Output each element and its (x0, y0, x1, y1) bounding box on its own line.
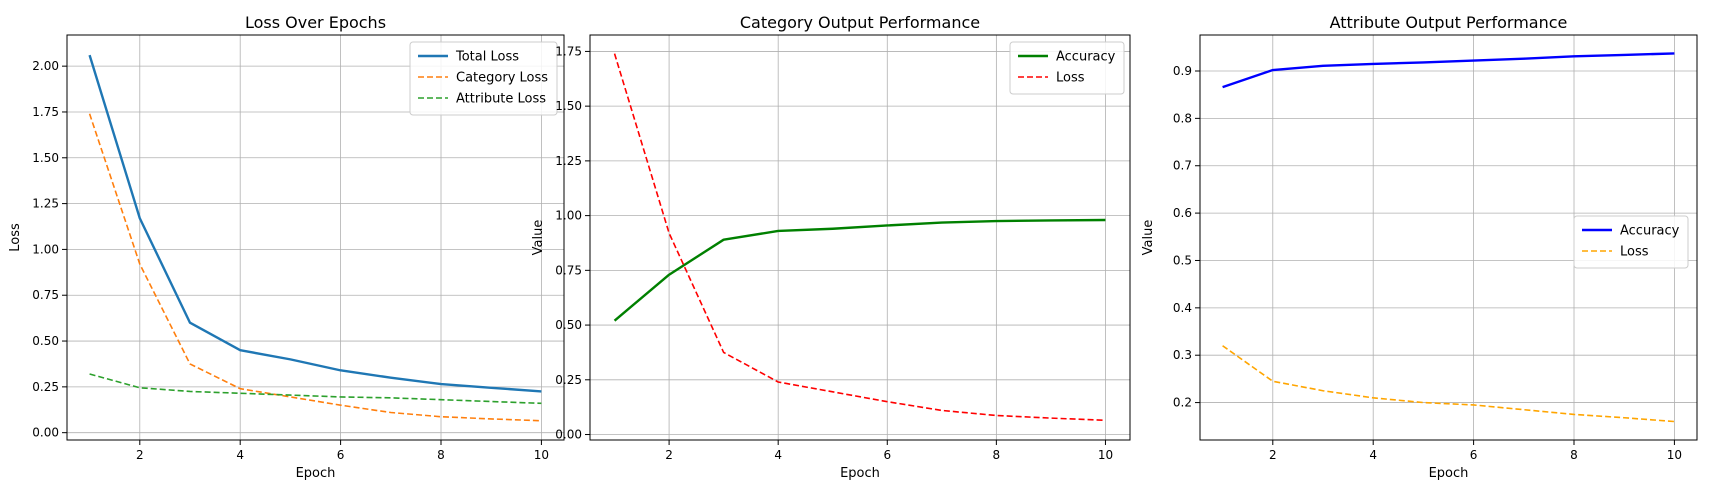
y-tick-label: 0.4 (1173, 301, 1192, 315)
x-tick-label: 6 (1470, 448, 1478, 462)
x-tick-label: 2 (1269, 448, 1277, 462)
plot-frame (589, 34, 1131, 441)
y-tick-label: 0.50 (32, 334, 59, 348)
y-tick-label: 0.50 (555, 318, 582, 332)
chart-title: Category Output Performance (740, 13, 980, 32)
series-line-1 (1222, 52, 1675, 89)
series-line-1 (88, 54, 542, 393)
legend-label: Category Loss (456, 71, 548, 86)
chart-title: Attribute Output Performance (1330, 13, 1568, 32)
legend-box (409, 41, 558, 116)
y-tick-label: 0.75 (32, 288, 59, 302)
y-axis-label: Value (1141, 220, 1156, 256)
x-tick-label: 2 (665, 448, 673, 462)
y-tick-label: 1.50 (32, 151, 59, 165)
y-tick-label: 0.3 (1173, 348, 1192, 362)
plot-frame (1199, 34, 1698, 441)
y-tick-label: 0.6 (1173, 206, 1192, 220)
y-tick-label: 0.25 (555, 373, 582, 387)
y-tick-label: 0.5 (1173, 253, 1192, 267)
legend-label: Attribute Loss (456, 92, 546, 107)
y-tick-label: 0.8 (1173, 111, 1192, 125)
x-tick-label: 8 (1570, 448, 1578, 462)
y-tick-label: 0.00 (555, 428, 582, 442)
y-tick-label: 1.00 (555, 209, 582, 223)
x-tick-label: 6 (883, 448, 891, 462)
x-tick-label: 10 (1667, 448, 1682, 462)
y-tick-label: 0.9 (1173, 64, 1192, 78)
chart-3: 2 4 6 8 10 0.2 0.3 0.4 0.5 0.6 0.7 0.8 0.9 Attribute … (1141, 13, 1698, 481)
legend-label: Loss (1056, 71, 1085, 86)
y-tick-label: 0.7 (1173, 159, 1192, 173)
x-tick-label: 4 (1369, 448, 1377, 462)
y-tick-label: 0.25 (32, 380, 59, 394)
series-line-2 (88, 113, 542, 422)
x-tick-label: 8 (437, 448, 445, 462)
series-line-3 (89, 373, 542, 405)
legend: Total Loss Category Loss Attribute Loss (409, 41, 558, 116)
y-axis-label: Value (531, 220, 546, 256)
y-tick-label: 0.2 (1173, 396, 1192, 410)
legend-label: Total Loss (455, 50, 519, 65)
series-line-2 (1222, 345, 1675, 423)
x-axis-label: Epoch (1429, 466, 1469, 481)
legend: Accuracy Loss (1573, 215, 1689, 269)
x-axis-label: Epoch (296, 466, 336, 481)
legend-label: Accuracy (1620, 224, 1680, 239)
chart-2: 2 4 6 8 10 0.00 0.25 0.50 0.75 1.00 1.25 1.50 1.75 Ca… (531, 13, 1131, 481)
x-tick-label: 10 (534, 448, 549, 462)
y-tick-label: 1.75 (555, 44, 582, 58)
y-tick-label: 1.00 (32, 242, 59, 256)
y-tick-label: 1.25 (32, 197, 59, 211)
legend-label: Loss (1620, 245, 1649, 260)
x-tick-label: 4 (236, 448, 244, 462)
y-tick-label: 1.25 (555, 154, 582, 168)
chart-1: 2 4 6 8 10 0.00 0.25 0.50 0.75 1.00 1.25 1.50 1.75 2.… (8, 13, 565, 481)
series-line-1 (613, 218, 1106, 322)
series-line-2 (613, 53, 1106, 422)
x-axis-label: Epoch (840, 466, 880, 481)
y-tick-label: 2.00 (32, 59, 59, 73)
y-tick-label: 0.00 (32, 426, 59, 440)
x-tick-label: 10 (1098, 448, 1113, 462)
y-tick-label: 1.50 (555, 99, 582, 113)
plot-frame (66, 34, 565, 441)
x-tick-label: 6 (337, 448, 345, 462)
chart-title: Loss Over Epochs (245, 13, 386, 32)
y-tick-label: 0.75 (555, 263, 582, 277)
x-tick-label: 4 (774, 448, 782, 462)
x-tick-label: 8 (993, 448, 1001, 462)
legend: Accuracy Loss (1009, 41, 1125, 95)
y-tick-label: 1.75 (32, 105, 59, 119)
x-tick-label: 2 (136, 448, 144, 462)
legend-label: Accuracy (1056, 50, 1116, 65)
y-axis-label: Loss (8, 223, 23, 252)
